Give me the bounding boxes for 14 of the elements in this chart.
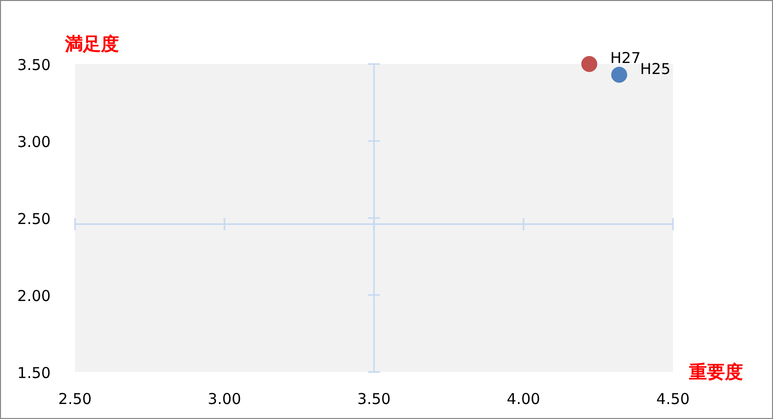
y-tick-label: 1.50	[17, 364, 51, 382]
x-tick-label: 3.50	[357, 390, 391, 408]
y-tick-label: 3.50	[17, 56, 51, 74]
x-tick-label: 3.00	[208, 390, 242, 408]
x-axis-title: 重要度	[688, 362, 743, 383]
y-axis-title: 満足度	[64, 34, 119, 55]
y-tick-label: 2.00	[17, 287, 51, 305]
x-tick-label: 2.50	[58, 390, 92, 408]
series-label: H25	[640, 60, 671, 78]
y-tick-label: 3.00	[17, 133, 51, 151]
y-tick-label: 2.50	[17, 210, 51, 228]
x-tick-label: 4.00	[506, 390, 540, 408]
series-label: H27	[610, 49, 641, 67]
x-tick-label: 4.50	[656, 390, 690, 408]
